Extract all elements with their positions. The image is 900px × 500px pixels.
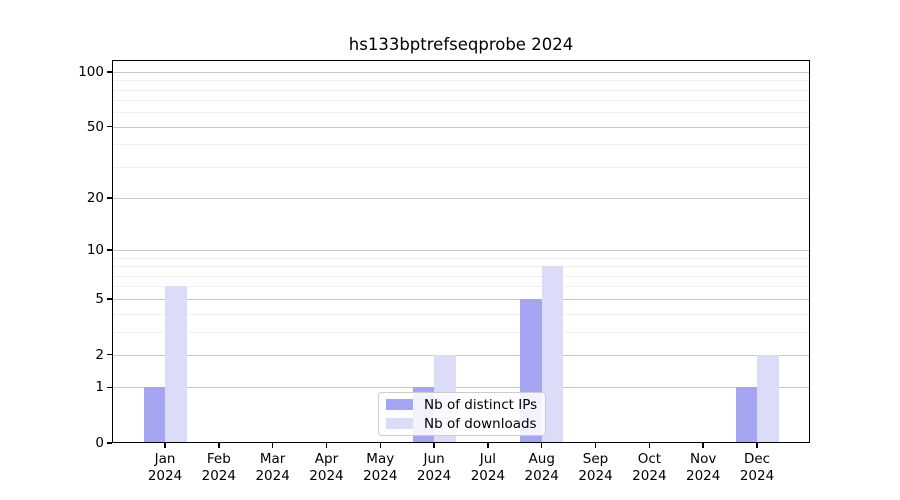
x-tick-label: May 2024 bbox=[363, 451, 398, 484]
legend-entry-distinct-ips: Nb of distinct IPs bbox=[386, 397, 538, 413]
gridline-minor bbox=[112, 257, 810, 259]
x-tick-mark bbox=[702, 443, 704, 448]
x-tick-mark bbox=[756, 443, 758, 448]
x-tick-mark bbox=[433, 443, 435, 448]
x-tick-label: Oct 2024 bbox=[632, 451, 667, 484]
gridline-minor bbox=[112, 144, 810, 146]
gridline-minor bbox=[112, 266, 810, 268]
y-tick-mark bbox=[107, 126, 112, 128]
gridline-minor bbox=[112, 331, 810, 333]
gridline-minor bbox=[112, 275, 810, 277]
x-tick-mark bbox=[487, 443, 489, 448]
x-tick-label: Nov 2024 bbox=[685, 451, 721, 484]
x-tick-label: Jul 2024 bbox=[470, 451, 506, 484]
x-tick-label: Jan 2024 bbox=[147, 451, 183, 484]
x-tick-label: Dec 2024 bbox=[739, 451, 775, 484]
y-tick-mark bbox=[107, 386, 112, 388]
bar-downloads bbox=[757, 354, 779, 443]
gridline-major bbox=[112, 71, 810, 73]
y-tick-mark bbox=[107, 249, 112, 251]
gridline-major bbox=[112, 354, 810, 356]
y-tick-label: 50 bbox=[86, 118, 104, 135]
gridline-minor bbox=[112, 313, 810, 315]
gridline-major bbox=[112, 198, 810, 200]
y-tick-label: 10 bbox=[86, 242, 104, 259]
legend-label-distinct-ips: Nb of distinct IPs bbox=[424, 396, 538, 413]
x-tick-mark bbox=[218, 443, 220, 448]
gridline-major bbox=[112, 298, 810, 300]
y-tick-mark bbox=[107, 298, 112, 300]
gridline-major bbox=[112, 126, 810, 128]
x-tick-label: Feb 2024 bbox=[201, 451, 236, 484]
y-tick-mark bbox=[107, 71, 112, 73]
gridline-major bbox=[112, 387, 810, 389]
x-tick-label: Aug 2024 bbox=[524, 451, 559, 484]
legend: Nb of distinct IPs Nb of downloads bbox=[378, 392, 546, 436]
x-tick-mark bbox=[379, 443, 381, 448]
legend-label-downloads: Nb of downloads bbox=[424, 415, 537, 432]
y-tick-label: 0 bbox=[95, 435, 104, 451]
x-tick-label: Jun 2024 bbox=[416, 451, 452, 484]
gridline-major bbox=[112, 250, 810, 252]
legend-entry-downloads: Nb of downloads bbox=[386, 416, 538, 432]
legend-swatch-distinct-ips bbox=[386, 399, 413, 410]
y-tick-label: 100 bbox=[78, 63, 104, 80]
x-tick-mark bbox=[594, 443, 597, 448]
gridline-minor bbox=[112, 286, 810, 288]
x-tick-mark bbox=[541, 443, 543, 448]
gridline-minor bbox=[112, 112, 810, 114]
gridline-minor bbox=[112, 166, 810, 168]
bar-downloads bbox=[541, 266, 564, 443]
gridline-minor bbox=[112, 89, 810, 91]
y-tick-label: 5 bbox=[95, 290, 104, 307]
gridline-minor bbox=[112, 80, 810, 82]
x-tick-mark bbox=[164, 443, 166, 448]
bar-distinct-ips bbox=[735, 387, 757, 443]
bar-distinct-ips bbox=[143, 387, 165, 443]
x-tick-mark bbox=[325, 443, 328, 448]
y-tick-mark bbox=[107, 442, 112, 444]
bar-downloads bbox=[165, 286, 187, 443]
gridline-minor bbox=[112, 100, 810, 102]
y-tick-label: 2 bbox=[95, 346, 104, 363]
legend-swatch-downloads bbox=[386, 418, 413, 429]
x-tick-mark bbox=[648, 443, 651, 448]
x-tick-label: Apr 2024 bbox=[309, 451, 344, 484]
y-tick-label: 1 bbox=[95, 379, 104, 396]
plot-area bbox=[112, 60, 810, 443]
chart-title: hs133bptrefseqprobe 2024 bbox=[348, 35, 574, 54]
x-tick-mark bbox=[271, 443, 274, 448]
x-tick-label: Mar 2024 bbox=[255, 451, 290, 484]
y-tick-label: 20 bbox=[86, 190, 104, 207]
y-tick-mark bbox=[107, 353, 112, 356]
x-tick-label: Sep 2024 bbox=[578, 451, 613, 484]
y-tick-mark bbox=[107, 197, 112, 199]
